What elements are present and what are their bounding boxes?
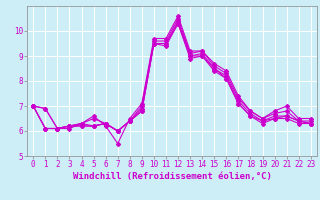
X-axis label: Windchill (Refroidissement éolien,°C): Windchill (Refroidissement éolien,°C) (73, 172, 271, 181)
